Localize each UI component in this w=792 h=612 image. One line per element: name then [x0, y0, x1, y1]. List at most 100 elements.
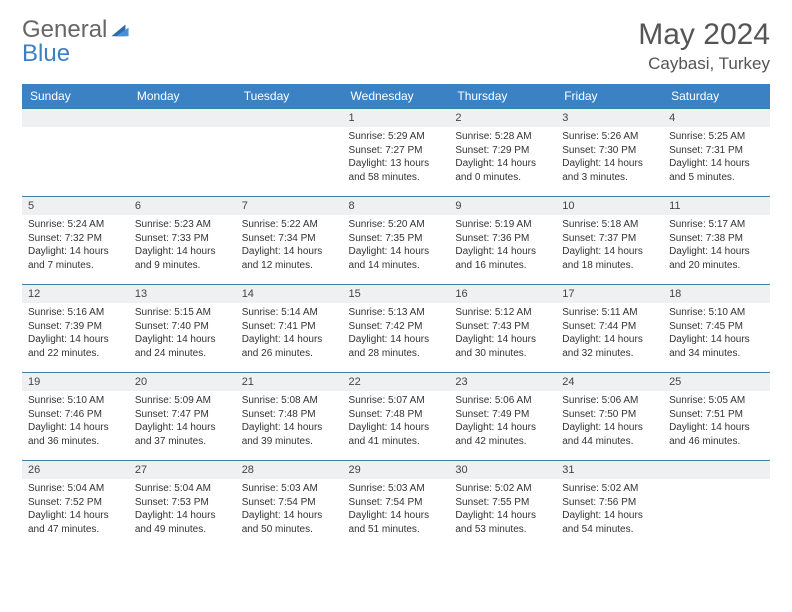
sunset-line: Sunset: 7:37 PM [562, 232, 657, 246]
sunrise-line: Sunrise: 5:03 AM [242, 482, 337, 496]
sunrise-line: Sunrise: 5:23 AM [135, 218, 230, 232]
day-number: 7 [236, 197, 343, 215]
sunrise-line: Sunrise: 5:16 AM [28, 306, 123, 320]
sunset-line: Sunset: 7:43 PM [455, 320, 550, 334]
day-details: Sunrise: 5:24 AMSunset: 7:32 PMDaylight:… [22, 215, 129, 276]
day-details: Sunrise: 5:02 AMSunset: 7:56 PMDaylight:… [556, 479, 663, 540]
daylight-line: Daylight: 14 hours and 22 minutes. [28, 333, 123, 360]
calendar-day-cell: 24Sunrise: 5:06 AMSunset: 7:50 PMDayligh… [556, 373, 663, 461]
day-details: Sunrise: 5:05 AMSunset: 7:51 PMDaylight:… [663, 391, 770, 452]
daylight-line: Daylight: 13 hours and 58 minutes. [349, 157, 444, 184]
daylight-line: Daylight: 14 hours and 7 minutes. [28, 245, 123, 272]
daylight-line: Daylight: 14 hours and 39 minutes. [242, 421, 337, 448]
day-number: 18 [663, 285, 770, 303]
day-number: 25 [663, 373, 770, 391]
day-details: Sunrise: 5:14 AMSunset: 7:41 PMDaylight:… [236, 303, 343, 364]
calendar-day-cell: 5Sunrise: 5:24 AMSunset: 7:32 PMDaylight… [22, 197, 129, 285]
day-number: 31 [556, 461, 663, 479]
sunrise-line: Sunrise: 5:10 AM [669, 306, 764, 320]
sunrise-line: Sunrise: 5:07 AM [349, 394, 444, 408]
calendar-week-row: 19Sunrise: 5:10 AMSunset: 7:46 PMDayligh… [22, 373, 770, 461]
sunrise-line: Sunrise: 5:08 AM [242, 394, 337, 408]
day-number: 3 [556, 109, 663, 127]
day-number: 20 [129, 373, 236, 391]
calendar-day-cell [236, 109, 343, 197]
day-number: 26 [22, 461, 129, 479]
sunrise-line: Sunrise: 5:04 AM [135, 482, 230, 496]
sunset-line: Sunset: 7:31 PM [669, 144, 764, 158]
calendar-day-cell: 17Sunrise: 5:11 AMSunset: 7:44 PMDayligh… [556, 285, 663, 373]
day-details: Sunrise: 5:09 AMSunset: 7:47 PMDaylight:… [129, 391, 236, 452]
sunrise-line: Sunrise: 5:02 AM [562, 482, 657, 496]
sunrise-line: Sunrise: 5:28 AM [455, 130, 550, 144]
sunrise-line: Sunrise: 5:06 AM [455, 394, 550, 408]
sunset-line: Sunset: 7:48 PM [349, 408, 444, 422]
day-details: Sunrise: 5:16 AMSunset: 7:39 PMDaylight:… [22, 303, 129, 364]
day-details: Sunrise: 5:11 AMSunset: 7:44 PMDaylight:… [556, 303, 663, 364]
sunrise-line: Sunrise: 5:29 AM [349, 130, 444, 144]
daylight-line: Daylight: 14 hours and 51 minutes. [349, 509, 444, 536]
day-number: 24 [556, 373, 663, 391]
day-number: 22 [343, 373, 450, 391]
daylight-line: Daylight: 14 hours and 14 minutes. [349, 245, 444, 272]
calendar-day-cell [22, 109, 129, 197]
weekday-header-row: Sunday Monday Tuesday Wednesday Thursday… [22, 84, 770, 109]
calendar-day-cell: 16Sunrise: 5:12 AMSunset: 7:43 PMDayligh… [449, 285, 556, 373]
sunrise-line: Sunrise: 5:20 AM [349, 218, 444, 232]
day-number: 28 [236, 461, 343, 479]
day-details: Sunrise: 5:28 AMSunset: 7:29 PMDaylight:… [449, 127, 556, 188]
sunrise-line: Sunrise: 5:19 AM [455, 218, 550, 232]
calendar-week-row: 26Sunrise: 5:04 AMSunset: 7:52 PMDayligh… [22, 461, 770, 549]
calendar-day-cell: 31Sunrise: 5:02 AMSunset: 7:56 PMDayligh… [556, 461, 663, 549]
daylight-line: Daylight: 14 hours and 37 minutes. [135, 421, 230, 448]
day-number: 16 [449, 285, 556, 303]
calendar-day-cell: 9Sunrise: 5:19 AMSunset: 7:36 PMDaylight… [449, 197, 556, 285]
calendar-day-cell: 14Sunrise: 5:14 AMSunset: 7:41 PMDayligh… [236, 285, 343, 373]
day-number: 12 [22, 285, 129, 303]
sunrise-line: Sunrise: 5:26 AM [562, 130, 657, 144]
day-number: 15 [343, 285, 450, 303]
sunrise-line: Sunrise: 5:11 AM [562, 306, 657, 320]
calendar-day-cell: 20Sunrise: 5:09 AMSunset: 7:47 PMDayligh… [129, 373, 236, 461]
calendar-day-cell: 12Sunrise: 5:16 AMSunset: 7:39 PMDayligh… [22, 285, 129, 373]
calendar-day-cell: 27Sunrise: 5:04 AMSunset: 7:53 PMDayligh… [129, 461, 236, 549]
sunrise-line: Sunrise: 5:04 AM [28, 482, 123, 496]
day-number: 30 [449, 461, 556, 479]
calendar-day-cell: 29Sunrise: 5:03 AMSunset: 7:54 PMDayligh… [343, 461, 450, 549]
weekday-header: Wednesday [343, 84, 450, 109]
daylight-line: Daylight: 14 hours and 26 minutes. [242, 333, 337, 360]
weekday-header: Thursday [449, 84, 556, 109]
daylight-line: Daylight: 14 hours and 53 minutes. [455, 509, 550, 536]
daylight-line: Daylight: 14 hours and 32 minutes. [562, 333, 657, 360]
day-number: 6 [129, 197, 236, 215]
sunrise-line: Sunrise: 5:13 AM [349, 306, 444, 320]
sunrise-line: Sunrise: 5:05 AM [669, 394, 764, 408]
daylight-line: Daylight: 14 hours and 9 minutes. [135, 245, 230, 272]
weekday-header: Monday [129, 84, 236, 109]
sunset-line: Sunset: 7:47 PM [135, 408, 230, 422]
calendar-day-cell: 30Sunrise: 5:02 AMSunset: 7:55 PMDayligh… [449, 461, 556, 549]
sunrise-line: Sunrise: 5:02 AM [455, 482, 550, 496]
calendar-day-cell: 3Sunrise: 5:26 AMSunset: 7:30 PMDaylight… [556, 109, 663, 197]
day-details: Sunrise: 5:04 AMSunset: 7:52 PMDaylight:… [22, 479, 129, 540]
sunset-line: Sunset: 7:53 PM [135, 496, 230, 510]
day-details: Sunrise: 5:20 AMSunset: 7:35 PMDaylight:… [343, 215, 450, 276]
sunset-line: Sunset: 7:39 PM [28, 320, 123, 334]
sunset-line: Sunset: 7:48 PM [242, 408, 337, 422]
day-details: Sunrise: 5:23 AMSunset: 7:33 PMDaylight:… [129, 215, 236, 276]
daylight-line: Daylight: 14 hours and 44 minutes. [562, 421, 657, 448]
daylight-line: Daylight: 14 hours and 30 minutes. [455, 333, 550, 360]
sunset-line: Sunset: 7:44 PM [562, 320, 657, 334]
sunset-line: Sunset: 7:54 PM [349, 496, 444, 510]
sunset-line: Sunset: 7:29 PM [455, 144, 550, 158]
sunset-line: Sunset: 7:45 PM [669, 320, 764, 334]
sunset-line: Sunset: 7:41 PM [242, 320, 337, 334]
calendar-day-cell: 6Sunrise: 5:23 AMSunset: 7:33 PMDaylight… [129, 197, 236, 285]
month-title: May 2024 [638, 18, 770, 52]
sunrise-line: Sunrise: 5:15 AM [135, 306, 230, 320]
empty-day [236, 109, 343, 127]
calendar-day-cell: 19Sunrise: 5:10 AMSunset: 7:46 PMDayligh… [22, 373, 129, 461]
calendar-day-cell: 26Sunrise: 5:04 AMSunset: 7:52 PMDayligh… [22, 461, 129, 549]
calendar-day-cell: 21Sunrise: 5:08 AMSunset: 7:48 PMDayligh… [236, 373, 343, 461]
daylight-line: Daylight: 14 hours and 5 minutes. [669, 157, 764, 184]
